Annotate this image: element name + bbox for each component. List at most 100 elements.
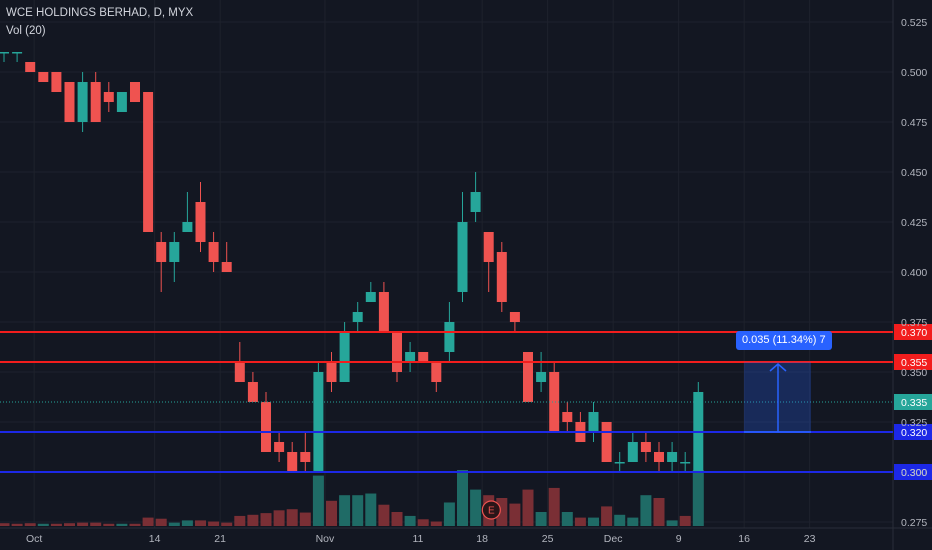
volume-bar xyxy=(339,495,351,526)
candle-body xyxy=(509,312,520,322)
price-tick-label: 0.425 xyxy=(901,217,927,229)
candle-body xyxy=(523,352,533,402)
volume-bar xyxy=(116,523,128,526)
price-axis[interactable]: 0.525 0.500 0.475 0.450 0.425 0.400 0.375 0.350… xyxy=(901,17,927,529)
earnings-marker[interactable]: E xyxy=(481,500,501,520)
earnings-letter: E xyxy=(488,506,495,517)
volume-bar xyxy=(470,489,482,526)
candle-body xyxy=(654,452,664,462)
volume-bar xyxy=(653,498,665,526)
candle-body xyxy=(195,202,206,242)
candle-body xyxy=(339,332,350,382)
time-tick-label: Nov xyxy=(316,533,335,545)
candle-body xyxy=(103,92,114,102)
volume-bar xyxy=(286,509,298,526)
candle-body xyxy=(64,82,75,122)
volume-bar xyxy=(11,523,23,526)
candle-body xyxy=(536,372,547,382)
volume-bar xyxy=(77,522,89,526)
candle-body xyxy=(130,82,140,102)
volume-bar xyxy=(378,504,390,526)
level-label-bg xyxy=(894,424,932,440)
candle-body xyxy=(287,452,298,472)
candle-body xyxy=(156,242,167,262)
volume-bar xyxy=(50,523,62,526)
candle-body xyxy=(457,222,468,292)
volume-bar xyxy=(129,523,141,526)
volume-bar xyxy=(692,470,704,526)
time-axis[interactable]: Oct 14 21 Nov 11 18 25 Dec 9 16 23 xyxy=(26,533,816,545)
time-tick-label: 16 xyxy=(738,533,750,545)
volume-bar xyxy=(142,517,154,526)
price-tick-label: 0.350 xyxy=(901,367,927,379)
volume-bar xyxy=(181,520,193,526)
horizontal-levels[interactable]: 0.370 0.355 0.320 0.300 0.335 xyxy=(0,324,932,480)
volume-bar xyxy=(326,500,337,526)
candle-body xyxy=(667,452,678,462)
candle-body xyxy=(77,82,88,122)
volume-bar xyxy=(208,521,220,526)
candle-body xyxy=(221,262,232,272)
candlesticks xyxy=(0,52,704,472)
volume-bar xyxy=(352,495,364,526)
price-tick-label: 0.300 xyxy=(901,467,927,479)
volume-bar xyxy=(496,498,508,526)
candle-body xyxy=(352,312,363,322)
candle-body xyxy=(365,292,376,302)
measure-arrow-head xyxy=(769,363,787,372)
candle-body xyxy=(12,52,23,54)
level-label-0.370: 0.370 xyxy=(901,327,927,339)
price-tick-label: 0.450 xyxy=(901,167,927,179)
price-tick-label: 0.525 xyxy=(901,17,927,29)
candle-body xyxy=(562,412,573,422)
volume-bar xyxy=(391,512,403,526)
volume-bar xyxy=(430,521,442,526)
candle-body xyxy=(182,222,193,232)
level-label-0.300: 0.300 xyxy=(901,467,927,479)
price-tick-label: 0.375 xyxy=(901,317,927,329)
candle-body xyxy=(378,292,389,332)
time-tick-label: 18 xyxy=(476,533,488,545)
candle-body xyxy=(601,422,612,462)
candle-body xyxy=(0,52,9,54)
candle-body xyxy=(300,452,311,462)
candle-body xyxy=(143,92,154,232)
volume-bar xyxy=(0,523,10,526)
price-tick-label: 0.500 xyxy=(901,67,927,79)
candle-body xyxy=(496,252,507,302)
volume-bar xyxy=(457,470,468,526)
time-tick-label: 9 xyxy=(676,533,682,545)
candle-body xyxy=(247,382,258,402)
candle-body xyxy=(444,322,455,352)
volume-bar xyxy=(679,515,691,526)
volume-bar xyxy=(195,520,206,526)
time-tick-label: 21 xyxy=(214,533,226,545)
candle-body xyxy=(261,402,271,452)
volume-bar xyxy=(574,517,586,526)
time-tick-label: Oct xyxy=(26,533,42,545)
candle-body xyxy=(169,242,180,262)
price-tick-label: 0.475 xyxy=(901,117,927,129)
earnings-circle xyxy=(481,500,501,520)
volume-bar xyxy=(640,495,652,526)
candle-body xyxy=(614,462,625,464)
price-tick-label: 0.325 xyxy=(901,417,927,429)
candle-body xyxy=(549,372,560,432)
symbol-title[interactable]: WCE HOLDINGS BERHAD, D, MYX xyxy=(6,7,194,19)
volume-bar xyxy=(64,523,75,526)
volume-bar xyxy=(417,519,429,526)
candle-body xyxy=(38,72,49,82)
level-label-0.320: 0.320 xyxy=(901,427,927,439)
candle-body xyxy=(326,362,337,382)
price-range-measure[interactable] xyxy=(744,362,811,433)
volume-indicator-label[interactable]: Vol (20) xyxy=(6,25,46,37)
volume-bar xyxy=(443,502,455,526)
volume-bar xyxy=(299,512,311,526)
time-tick-label: 25 xyxy=(542,533,554,545)
volume-bar xyxy=(627,517,639,526)
time-tick-label: 23 xyxy=(804,533,816,545)
volume-bar xyxy=(260,513,272,526)
volume-bar xyxy=(365,493,377,526)
candle-body xyxy=(116,92,127,112)
